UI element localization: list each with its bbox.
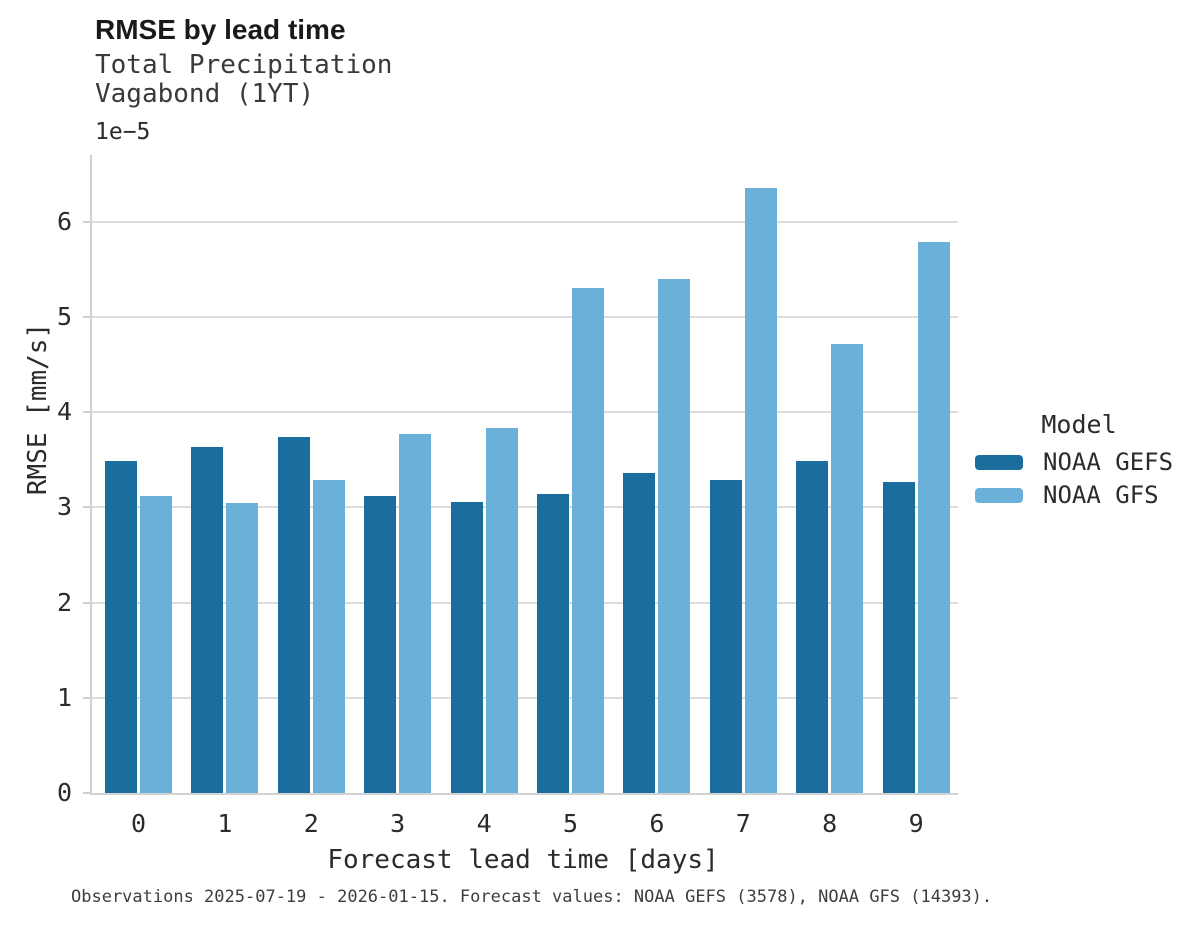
plot-area: 0 1 2 3 4 5 6 0 1 2 3 4 5 6 7 8 9 — [57, 155, 958, 836]
bar-noaa-gfs-lead-4 — [485, 428, 518, 793]
legend-title: Model — [1041, 410, 1117, 439]
y-tick-mark-3 — [83, 506, 90, 509]
legend-label-noaa-gefs: NOAA GEFS — [1043, 448, 1174, 476]
legend-label-noaa-gfs: NOAA GFS — [1043, 481, 1159, 509]
gridline-y-1 — [92, 696, 958, 699]
legend-items: NOAA GEFS NOAA GFS — [963, 448, 1195, 509]
bar-noaa-gefs-lead-9 — [882, 482, 915, 793]
y-tick-mark-1 — [83, 696, 90, 699]
bar-noaa-gefs-lead-7 — [709, 480, 742, 793]
y-tick-label-5: 5 — [56, 301, 72, 331]
x-tick-label-6: 6 — [649, 809, 665, 838]
x-tick-label-5: 5 — [562, 809, 579, 838]
gridline-y-6 — [92, 220, 958, 223]
bar-noaa-gefs-lead-8 — [796, 461, 829, 793]
y-tick-mark-0 — [83, 792, 90, 794]
x-tick-label-7: 7 — [735, 809, 751, 838]
y-axis-offset-label: 1e−5 — [95, 119, 151, 145]
bar-noaa-gfs-lead-8 — [831, 344, 864, 793]
bar-noaa-gfs-lead-0 — [140, 496, 172, 793]
y-tick-mark-5 — [83, 315, 90, 318]
bar-noaa-gfs-lead-7 — [744, 188, 777, 793]
bar-noaa-gfs-lead-6 — [658, 279, 691, 793]
y-tick-label-4: 4 — [56, 397, 72, 426]
bar-noaa-gefs-lead-4 — [450, 502, 483, 793]
bar-noaa-gfs-lead-3 — [399, 434, 432, 793]
chart-title: RMSE by lead time — [95, 14, 346, 45]
x-tick-label-3: 3 — [390, 809, 406, 838]
bar-noaa-gefs-lead-3 — [364, 496, 397, 793]
legend-item-noaa-gefs: NOAA GEFS — [963, 448, 1195, 476]
bar-noaa-gfs-lead-2 — [312, 480, 345, 793]
x-tick-label-0: 0 — [130, 809, 147, 838]
bar-noaa-gefs-lead-2 — [277, 437, 310, 793]
x-tick-label-9: 9 — [908, 809, 924, 838]
bar-noaa-gefs-lead-5 — [537, 494, 569, 793]
x-tick-label-8: 8 — [822, 809, 838, 838]
bar-noaa-gfs-lead-1 — [226, 503, 259, 793]
gridline-y-3 — [92, 506, 958, 509]
legend: Model NOAA GEFS NOAA GFS — [963, 410, 1195, 509]
gridline-y-4 — [92, 411, 958, 413]
bar-noaa-gefs-lead-0 — [105, 461, 137, 793]
y-tick-mark-4 — [83, 411, 90, 413]
x-axis-label: Forecast lead time [days] — [327, 845, 719, 875]
chart-subtitle-location: Vagabond (1YT) — [95, 79, 315, 109]
x-tick-label-1: 1 — [217, 809, 233, 838]
x-tick-label-4: 4 — [476, 809, 492, 838]
y-tick-label-1: 1 — [56, 682, 72, 712]
y-tick-label-6: 6 — [56, 206, 72, 236]
bar-noaa-gefs-lead-6 — [623, 473, 656, 793]
bar-noaa-gfs-lead-5 — [572, 288, 604, 793]
chart-subtitle-variable: Total Precipitation — [95, 50, 393, 80]
legend-item-noaa-gfs: NOAA GFS — [963, 481, 1195, 509]
y-tick-label-0: 0 — [56, 778, 72, 807]
legend-swatch-noaa-gefs — [975, 454, 1023, 470]
y-tick-label-3: 3 — [56, 492, 72, 522]
legend-swatch-noaa-gfs — [975, 487, 1023, 503]
bar-noaa-gefs-lead-1 — [191, 447, 224, 793]
gridline-y-5 — [92, 315, 958, 318]
y-tick-label-2: 2 — [56, 587, 72, 617]
y-tick-mark-2 — [83, 601, 90, 604]
x-tick-label-2: 2 — [303, 809, 319, 838]
bar-noaa-gfs-lead-9 — [917, 242, 950, 793]
y-tick-mark-6 — [83, 220, 90, 223]
caption-note: Observations 2025-07-19 - 2026-01-15. Fo… — [71, 887, 993, 907]
gridline-y-2 — [92, 601, 958, 604]
